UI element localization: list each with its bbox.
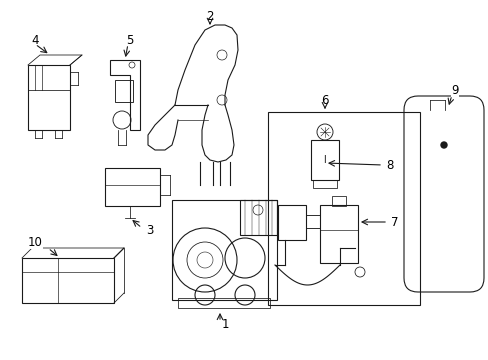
Bar (240, 200, 276, 235)
Text: 2: 2 (206, 9, 213, 23)
Text: 7: 7 (390, 216, 398, 229)
Bar (310, 140, 338, 180)
Bar (172, 200, 276, 300)
Bar (331, 196, 346, 206)
Text: l: l (323, 155, 325, 165)
Text: 10: 10 (27, 235, 42, 248)
Text: 3: 3 (146, 224, 153, 237)
Bar (278, 205, 305, 240)
Bar (28, 65, 70, 130)
Bar (105, 168, 160, 206)
Text: 6: 6 (321, 94, 328, 107)
Bar (22, 258, 114, 303)
Text: 5: 5 (126, 33, 133, 46)
Text: 9: 9 (450, 84, 458, 96)
Text: 8: 8 (386, 158, 393, 171)
Circle shape (440, 142, 446, 148)
Bar (319, 205, 357, 263)
Bar (115, 80, 133, 102)
Text: 1: 1 (221, 319, 228, 332)
Bar (312, 180, 336, 188)
Bar (178, 298, 269, 308)
Bar (267, 112, 419, 305)
Text: 4: 4 (31, 33, 39, 46)
